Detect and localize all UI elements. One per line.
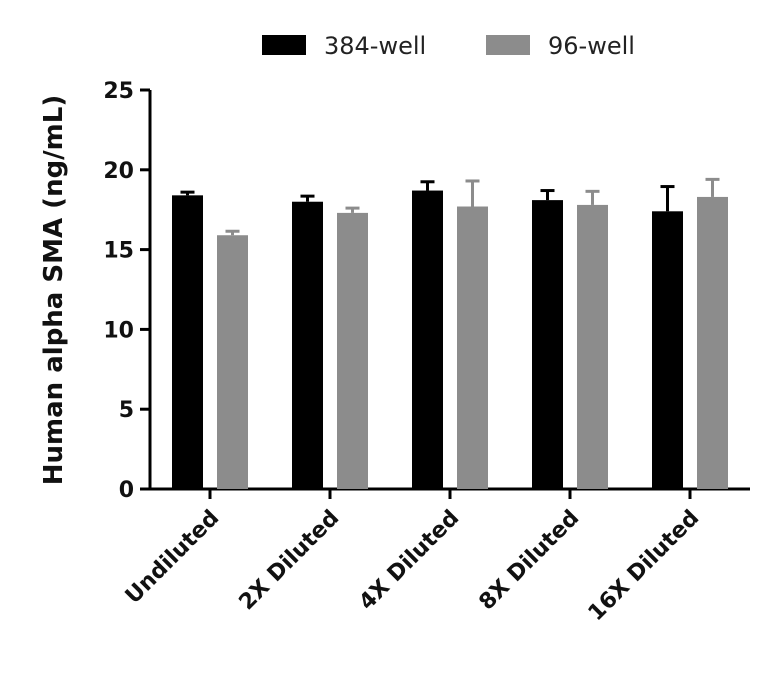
y-tick-label: 0 (119, 478, 134, 503)
bars-group (172, 190, 728, 490)
bar-96-well (457, 206, 488, 489)
bar-384-well (292, 201, 323, 489)
x-category-label: 16X Diluted (584, 506, 705, 627)
legend-swatch-384-well (262, 35, 306, 55)
bar-384-well (412, 190, 443, 489)
legend-swatch-96-well (486, 35, 530, 55)
bar-96-well (337, 212, 368, 489)
y-tick-label: 25 (103, 79, 134, 104)
bar-384-well (532, 200, 563, 489)
x-category-label: 8X Diluted (475, 506, 585, 616)
x-category-label: Undiluted (121, 506, 224, 609)
bar-96-well (577, 204, 608, 490)
y-tick-label: 15 (103, 239, 134, 264)
bar-384-well (172, 195, 203, 489)
y-axis-title: Human alpha SMA (ng/mL) (39, 95, 69, 485)
legend: 384-well 96-well (262, 32, 635, 60)
legend-label-96-well: 96-well (548, 32, 635, 60)
x-category-label: 2X Diluted (235, 506, 345, 616)
legend-label-384-well: 384-well (324, 32, 426, 60)
bar-96-well (217, 235, 248, 489)
y-tick-label: 5 (119, 398, 134, 423)
x-axis: Undiluted 2X Diluted 4X Diluted 8X Diluted 1… (121, 487, 750, 627)
y-tick-label: 20 (103, 159, 134, 184)
error-bars-group (180, 177, 720, 236)
y-axis: 0 5 10 15 20 25 (103, 79, 152, 503)
y-tick-label: 10 (103, 318, 134, 343)
bar-384-well (652, 211, 683, 489)
x-category-label: 4X Diluted (355, 506, 465, 616)
bar-96-well (697, 196, 728, 489)
